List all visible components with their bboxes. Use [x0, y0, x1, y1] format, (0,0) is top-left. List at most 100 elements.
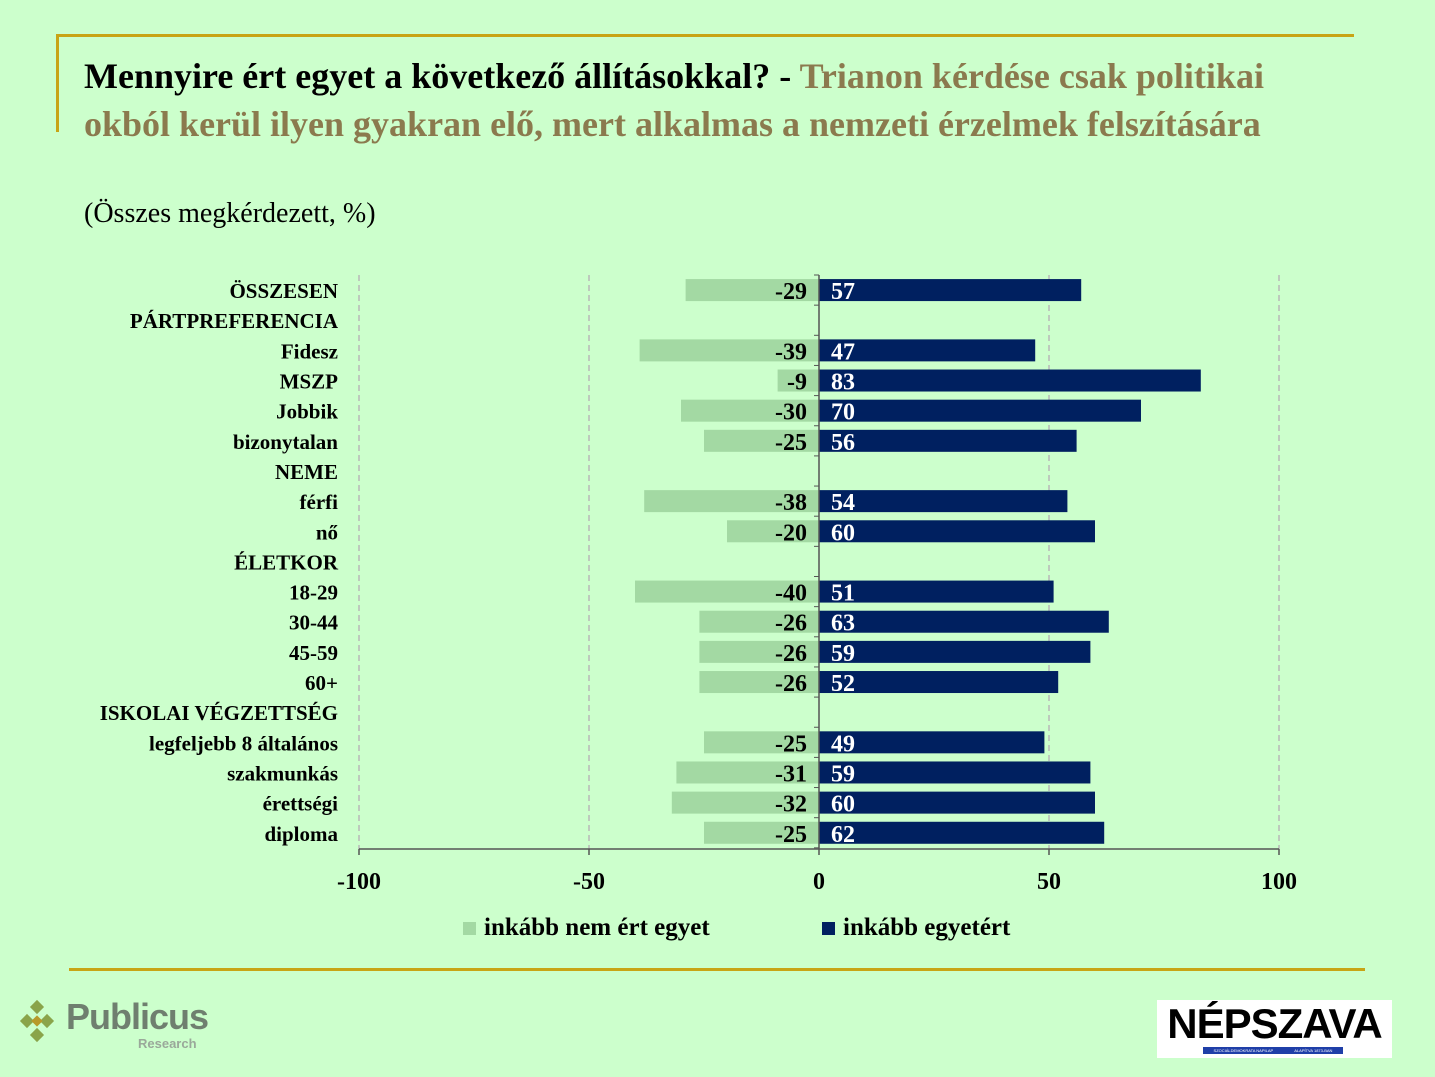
category-label: 30-44	[289, 611, 338, 635]
bar-disagree	[644, 490, 819, 513]
top-rule	[56, 34, 1354, 37]
legend-swatch-agree	[822, 921, 835, 935]
bar-agree	[819, 339, 1036, 362]
chart-title: Mennyire ért egyet a következő állítások…	[84, 52, 1354, 148]
legend-agree: inkább egyetért	[822, 914, 1010, 942]
x-tick-label: 50	[1037, 869, 1061, 895]
nepszava-bar	[1203, 1047, 1343, 1054]
x-tick-label: 0	[813, 869, 825, 895]
category-label: 45-59	[289, 641, 338, 665]
x-tick-label: -100	[337, 869, 381, 895]
data-label-agree: 60	[831, 792, 855, 818]
bar-disagree	[777, 369, 819, 392]
data-label-disagree: -26	[775, 611, 807, 637]
category-label: érettségi	[263, 792, 339, 816]
title-statement: Trianon kérdése csak politikai okból ker…	[84, 56, 1264, 144]
data-label-agree: 59	[831, 641, 855, 667]
bar-disagree	[704, 429, 819, 452]
chart-subtitle: (Összes megkérdezett, %)	[84, 198, 376, 229]
data-label-disagree: -31	[775, 761, 807, 787]
bar-disagree	[639, 339, 819, 362]
bar-agree	[819, 399, 1141, 422]
bar-disagree	[699, 610, 819, 633]
nepszava-tagline: SZOCIÁLDEMOKRATA NAPILAP ALAPÍTVA 1873-B…	[1203, 1047, 1343, 1054]
bottom-rule	[69, 968, 1365, 971]
bar-agree	[819, 520, 1095, 543]
nepszava-name: NÉPSZAVA	[1167, 1000, 1382, 1047]
data-label-disagree: -29	[775, 279, 807, 305]
publicus-name: Publicus	[66, 996, 209, 1037]
category-label: Jobbik	[276, 400, 338, 424]
bar-disagree	[699, 671, 819, 694]
category-label: ÖSSZESEN	[229, 279, 338, 303]
legend-swatch-disagree	[463, 921, 476, 935]
bar-agree	[819, 640, 1091, 663]
category-label: bizonytalan	[233, 430, 338, 454]
category-label: PÁRTPREFERENCIA	[130, 309, 339, 333]
x-tick-label: 100	[1261, 869, 1297, 895]
data-label-agree: 60	[831, 520, 855, 546]
bar-agree	[819, 610, 1109, 633]
data-label-disagree: -40	[775, 581, 807, 607]
x-tick-label: -50	[573, 869, 605, 895]
bar-agree	[819, 429, 1077, 452]
data-label-agree: 83	[831, 370, 855, 396]
bar-agree	[819, 731, 1045, 754]
publicus-logo: Publicus Research	[18, 996, 218, 1056]
nepszava-logo: NÉPSZAVA SZOCIÁLDEMOKRATA NAPILAP ALAPÍT…	[1157, 1000, 1392, 1058]
category-label: Fidesz	[281, 339, 338, 363]
left-rule	[56, 34, 59, 132]
bar-agree	[819, 791, 1095, 814]
data-label-agree: 62	[831, 822, 855, 848]
category-label: ÉLETKOR	[234, 550, 339, 574]
bar-agree	[819, 580, 1054, 603]
bar-agree	[819, 490, 1068, 513]
category-label: 60+	[305, 671, 338, 695]
bar-disagree	[671, 791, 819, 814]
category-label: szakmunkás	[227, 761, 338, 785]
category-label: legfeljebb 8 általános	[149, 731, 338, 755]
bar-disagree	[635, 580, 819, 603]
legend-label-agree: inkább egyetért	[843, 914, 1011, 941]
data-label-disagree: -26	[775, 671, 807, 697]
data-label-disagree: -25	[775, 822, 807, 848]
data-label-disagree: -20	[775, 520, 807, 546]
category-label: férfi	[300, 490, 339, 514]
category-label: ISKOLAI VÉGZETTSÉG	[100, 701, 338, 725]
data-label-disagree: -25	[775, 430, 807, 456]
bar-disagree	[681, 399, 819, 422]
category-label: 18-29	[289, 581, 338, 605]
bar-disagree	[676, 761, 819, 784]
bar-agree	[819, 761, 1091, 784]
data-label-disagree: -25	[775, 731, 807, 757]
data-label-agree: 70	[831, 400, 855, 426]
bar-disagree	[704, 821, 819, 844]
data-label-agree: 57	[831, 279, 855, 305]
data-label-disagree: -26	[775, 641, 807, 667]
bar-agree	[819, 671, 1059, 694]
publicus-diamond-icon	[19, 999, 55, 1043]
bar-disagree	[727, 520, 819, 543]
bar-disagree	[699, 640, 819, 663]
bar-disagree	[685, 279, 819, 302]
data-label-agree: 63	[831, 611, 855, 637]
bar-agree	[819, 369, 1201, 392]
category-label: nő	[316, 520, 338, 544]
data-label-agree: 47	[831, 339, 855, 365]
data-label-disagree: -9	[787, 370, 807, 396]
data-label-agree: 49	[831, 731, 855, 757]
bar-agree	[819, 821, 1105, 844]
data-label-agree: 59	[831, 761, 855, 787]
category-label: NEME	[275, 460, 338, 484]
data-label-disagree: -39	[775, 339, 807, 365]
publicus-sub: Research	[138, 1036, 197, 1051]
legend-label-disagree: inkább nem ért egyet	[484, 914, 710, 941]
data-label-disagree: -38	[775, 490, 807, 516]
nepszava-tag-right: ALAPÍTVA 1873-BAN	[1294, 1048, 1333, 1053]
title-question: Mennyire ért egyet a következő állítások…	[84, 56, 800, 96]
data-label-agree: 52	[831, 671, 855, 697]
legend-disagree: inkább nem ért egyet	[463, 914, 710, 942]
data-label-disagree: -32	[775, 792, 807, 818]
data-label-agree: 54	[831, 490, 855, 516]
